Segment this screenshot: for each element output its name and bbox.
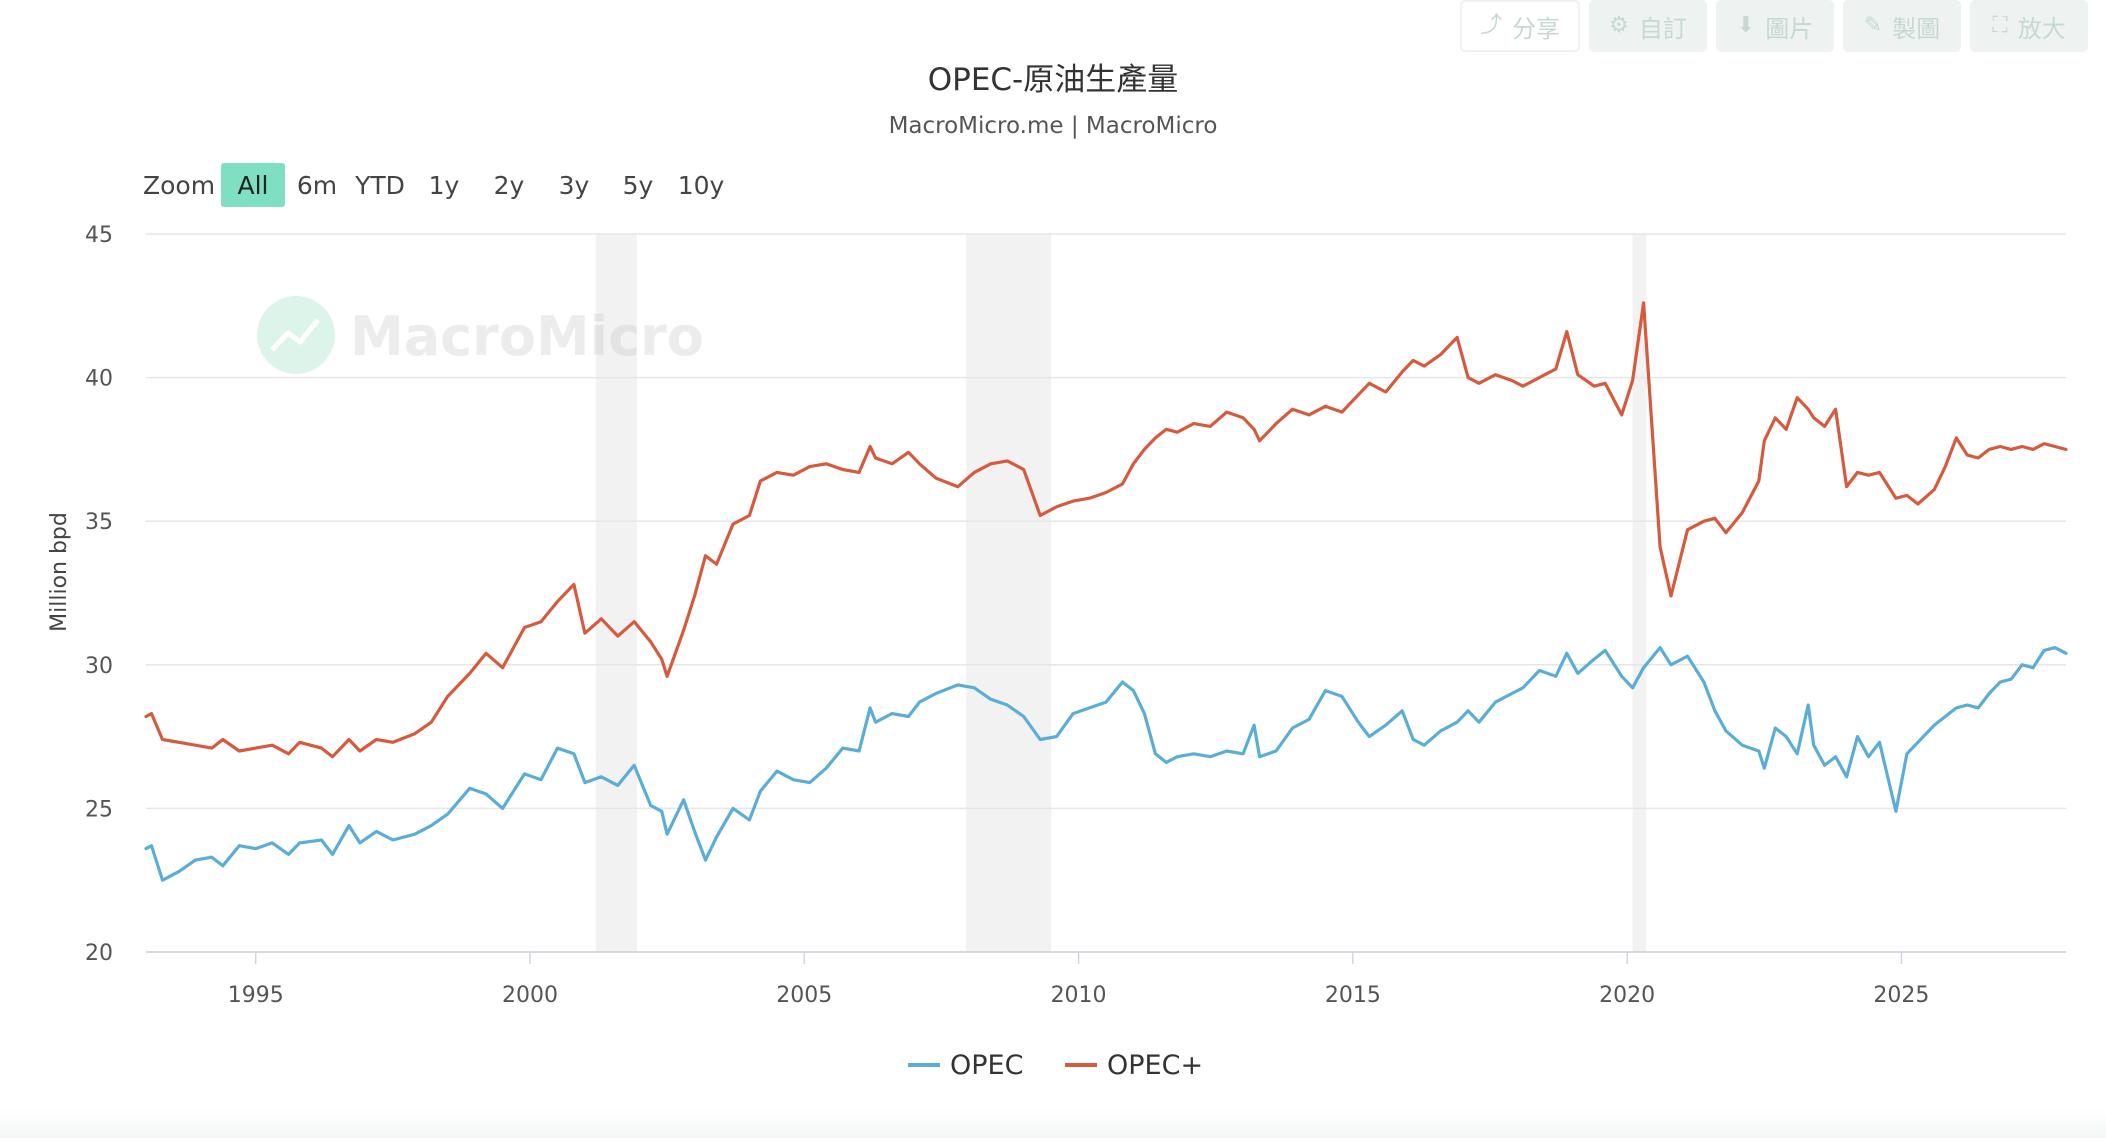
y-axis: 20 25 30 35 40 45 [85, 223, 113, 966]
series-line-opec [144, 646, 2068, 882]
grid-lines [146, 233, 2066, 953]
x-tick-label: 1995 [228, 983, 284, 1008]
image-download-button[interactable]: ⬇ 圖片 [1716, 0, 1834, 52]
y-tick-label: 35 [85, 510, 113, 535]
watermark-text: MacroMicro [350, 305, 704, 368]
zoom-option-label: 3y [559, 171, 590, 200]
macromicro-watermark: MacroMicro [257, 296, 704, 374]
expand-icon: ⛶ [1992, 13, 2008, 38]
zoom-button-5y[interactable]: 5y [623, 171, 654, 200]
zoom-button-6m[interactable]: 6m [297, 171, 337, 200]
recession-band [595, 234, 637, 952]
recession-bands [595, 234, 1647, 952]
share-icon: ⤴ [1479, 13, 1502, 38]
chart-toolbar: ⤴ 分享 ⚙ 自訂 ⬇ 圖片 ✎ 製圖 ⛶ 放大 [1459, 0, 2088, 52]
legend-label: OPEC [950, 1050, 1023, 1081]
share-button[interactable]: ⤴ 分享 [1459, 0, 1580, 52]
zoom-button-10y[interactable]: 10y [678, 171, 725, 200]
y-tick-label: 20 [85, 941, 113, 966]
series-line-opec-plus [144, 301, 2068, 759]
zoom-option-label: 2y [494, 171, 525, 200]
zoom-button-2y[interactable]: 2y [494, 171, 525, 200]
draw-button[interactable]: ✎ 製圖 [1843, 0, 1961, 52]
y-tick-label: 25 [85, 797, 113, 822]
footer-fade [0, 1108, 2106, 1138]
y-tick-label: 45 [85, 223, 113, 248]
zoom-button-1y[interactable]: 1y [429, 171, 460, 200]
legend: OPEC OPEC+ [908, 1050, 1203, 1081]
legend-item-opec-plus[interactable]: OPEC+ [1065, 1050, 1203, 1081]
custom-label: 自訂 [1638, 14, 1687, 43]
download-icon: ⬇ [1736, 13, 1756, 38]
zoom-label: Zoom [143, 171, 215, 200]
share-label: 分享 [1512, 14, 1560, 43]
legend-item-opec[interactable]: OPEC [908, 1050, 1023, 1081]
custom-button[interactable]: ⚙ 自訂 [1589, 0, 1707, 52]
zoom-button-active-bg [221, 163, 285, 207]
zoom-selector: Zoom All 6m YTD 1y 2y 3y 5y 10y [143, 163, 725, 207]
gear-icon: ⚙ [1609, 13, 1629, 38]
chart-subtitle: MacroMicro.me | MacroMicro [889, 113, 1218, 139]
y-tick-label: 40 [85, 367, 113, 392]
recession-band [966, 234, 1052, 952]
zoom-option-label: 1y [429, 171, 460, 200]
zoom-button-ytd[interactable]: YTD [354, 171, 405, 200]
zoom-button-all[interactable]: All [221, 163, 285, 207]
pencil-icon: ✎ [1863, 13, 1883, 38]
x-tick-label: 2015 [1325, 983, 1381, 1008]
x-tick-label: 2010 [1051, 983, 1107, 1008]
x-tick-label: 2025 [1873, 983, 1929, 1008]
x-tick-label: 2005 [776, 983, 832, 1008]
y-axis-label: Million bpd [47, 512, 72, 632]
zoom-option-label: 6m [297, 171, 337, 200]
recession-band [1632, 234, 1647, 952]
fullscreen-label: 放大 [2017, 14, 2066, 43]
series-lines [144, 301, 2068, 882]
zoom-option-label: 5y [623, 171, 654, 200]
zoom-option-label: YTD [354, 171, 405, 200]
zoom-option-label: All [238, 171, 269, 200]
zoom-button-3y[interactable]: 3y [559, 171, 590, 200]
chart-title: OPEC-原油生產量 [928, 62, 1179, 98]
x-axis: 1995 2000 2005 2010 2015 2020 2025 [228, 952, 1929, 1008]
watermark-logo-icon [257, 296, 335, 374]
x-tick-label: 2000 [502, 983, 558, 1008]
fullscreen-button[interactable]: ⛶ 放大 [1970, 0, 2088, 52]
legend-label: OPEC+ [1107, 1050, 1203, 1081]
y-tick-label: 30 [85, 654, 113, 679]
zoom-option-label: 10y [678, 171, 725, 200]
image-label: 圖片 [1765, 14, 1814, 43]
draw-label: 製圖 [1892, 14, 1941, 43]
x-tick-label: 2020 [1599, 983, 1655, 1008]
